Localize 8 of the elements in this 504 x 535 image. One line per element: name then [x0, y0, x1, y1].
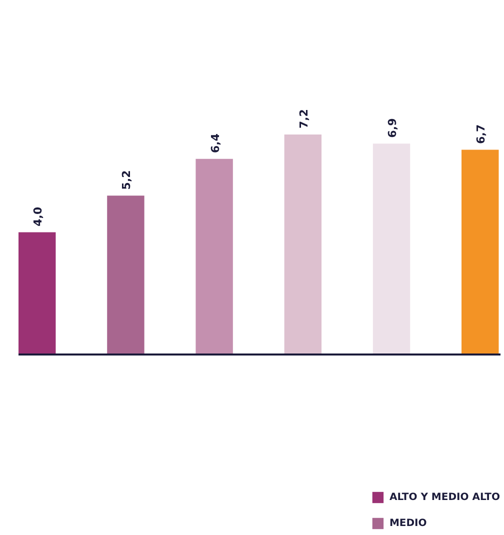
legend-label: MEDIO — [389, 518, 427, 528]
data-label: 5,2 — [120, 170, 134, 190]
data-label: 6,9 — [386, 118, 400, 138]
legend-label: ALTO Y MEDIO ALTO — [389, 492, 500, 502]
data-label: 4,0 — [32, 206, 45, 226]
data-label: 7,2 — [297, 109, 310, 129]
data-label: 6,7 — [474, 124, 488, 144]
data-label: 6,4 — [208, 133, 222, 154]
